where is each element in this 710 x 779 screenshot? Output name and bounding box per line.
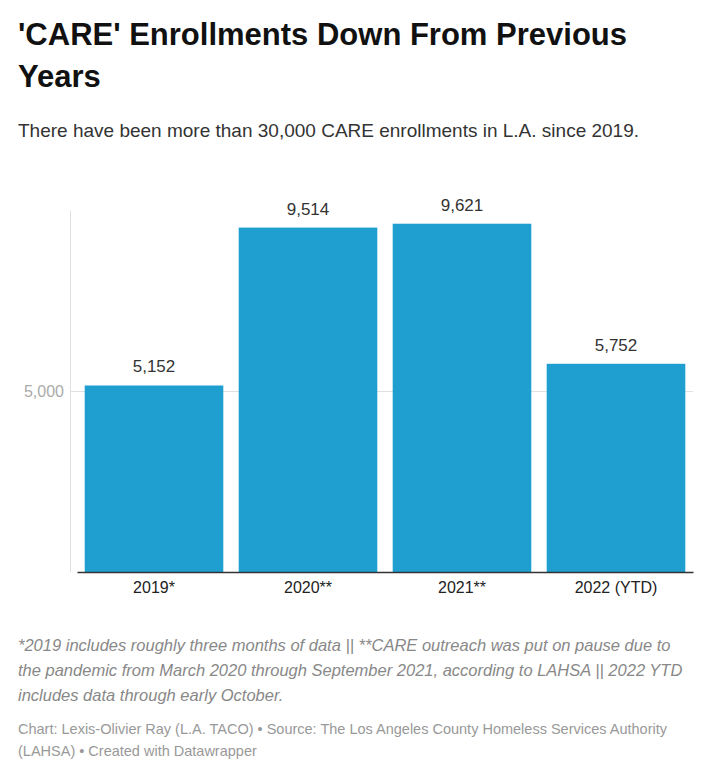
bar bbox=[547, 364, 686, 572]
x-tick: 2020** bbox=[284, 572, 332, 596]
chart-title: 'CARE' Enrollments Down From Previous Ye… bbox=[18, 14, 698, 98]
chart-source: Chart: Lexis-Olivier Ray (L.A. TACO) • S… bbox=[18, 718, 693, 762]
data-label: 9,621 bbox=[441, 196, 484, 215]
x-tick-label: 2019* bbox=[133, 579, 175, 596]
x-tick: 2022 (YTD) bbox=[575, 572, 658, 596]
x-tick-label: 2022 (YTD) bbox=[575, 579, 658, 596]
x-tick-label: 2020** bbox=[284, 579, 332, 596]
bar bbox=[85, 385, 224, 572]
x-tick-label: 2021** bbox=[438, 579, 486, 596]
chart-svg: 5,000 2019* 2020** 2021** 2022 (YTD) 5,152 9,5… bbox=[0, 0, 710, 779]
x-axis-line bbox=[78, 572, 694, 574]
y-tick-label: 5,000 bbox=[24, 383, 64, 400]
x-tick: 2019* bbox=[133, 572, 175, 596]
y-axis: 5,000 bbox=[24, 211, 693, 573]
x-tick: 2021** bbox=[438, 572, 486, 596]
data-label: 5,752 bbox=[595, 336, 638, 355]
bar bbox=[393, 224, 532, 572]
chart-subtitle: There have been more than 30,000 CARE en… bbox=[18, 116, 688, 145]
data-label: 9,514 bbox=[287, 200, 330, 219]
data-label: 5,152 bbox=[133, 357, 176, 376]
data-labels: 5,152 9,514 9,621 5,752 bbox=[133, 196, 638, 377]
bars bbox=[85, 224, 686, 572]
chart-notes: *2019 includes roughly three months of d… bbox=[18, 633, 693, 708]
x-axis: 2019* 2020** 2021** 2022 (YTD) bbox=[78, 572, 694, 596]
bar bbox=[239, 228, 378, 572]
